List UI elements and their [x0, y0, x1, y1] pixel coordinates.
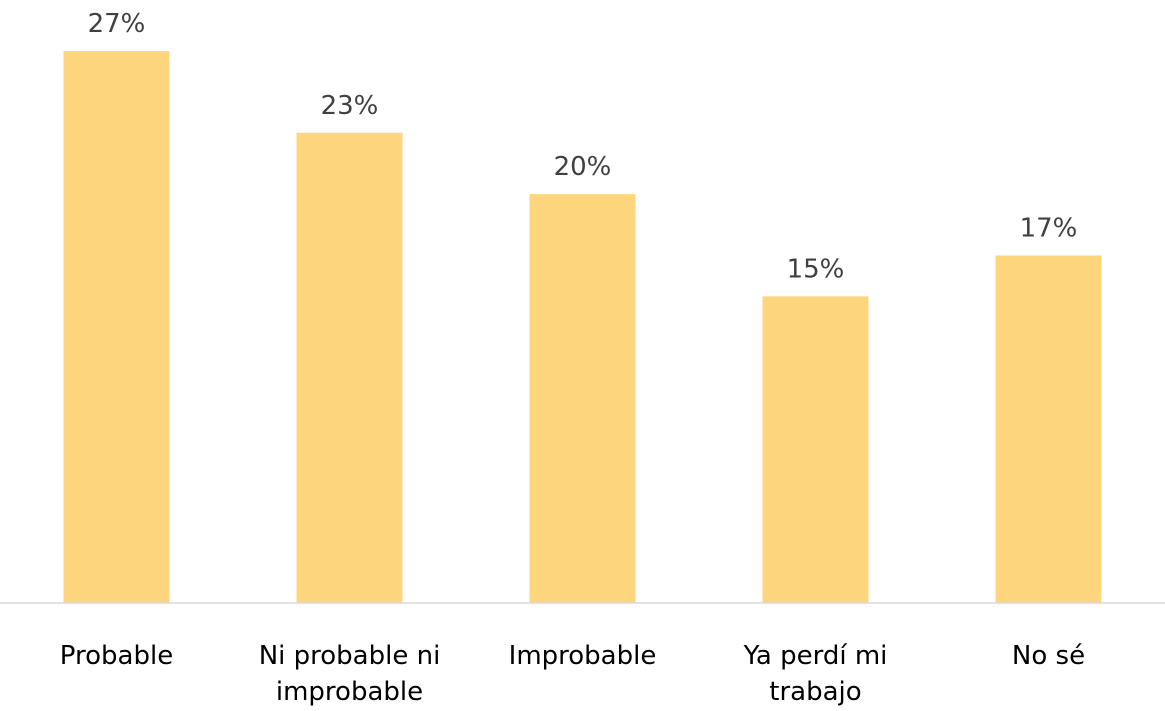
bar	[296, 132, 403, 603]
category-label: Improbable	[509, 641, 657, 671]
bar	[995, 255, 1102, 603]
data-label: 27%	[88, 9, 146, 39]
data-label: 17%	[1020, 213, 1078, 243]
category-label: Probable	[60, 641, 173, 671]
category-label: Ni probable ni	[259, 641, 441, 671]
data-label: 15%	[787, 254, 845, 284]
bars-group	[63, 51, 1102, 603]
category-label: improbable	[276, 677, 423, 707]
category-label: No sé	[1012, 641, 1085, 671]
bar	[529, 194, 636, 603]
value-labels-group: 27% 23% 20% 15% 17%	[88, 9, 1078, 284]
data-label: 23%	[321, 91, 379, 121]
category-labels-group: Probable Ni probable ni improbable Improbab…	[60, 641, 1085, 707]
bar	[762, 296, 869, 603]
data-label: 20%	[554, 152, 612, 182]
category-label: Ya perdí mi	[743, 641, 888, 671]
bar	[63, 51, 170, 603]
category-label: trabajo	[769, 677, 861, 707]
